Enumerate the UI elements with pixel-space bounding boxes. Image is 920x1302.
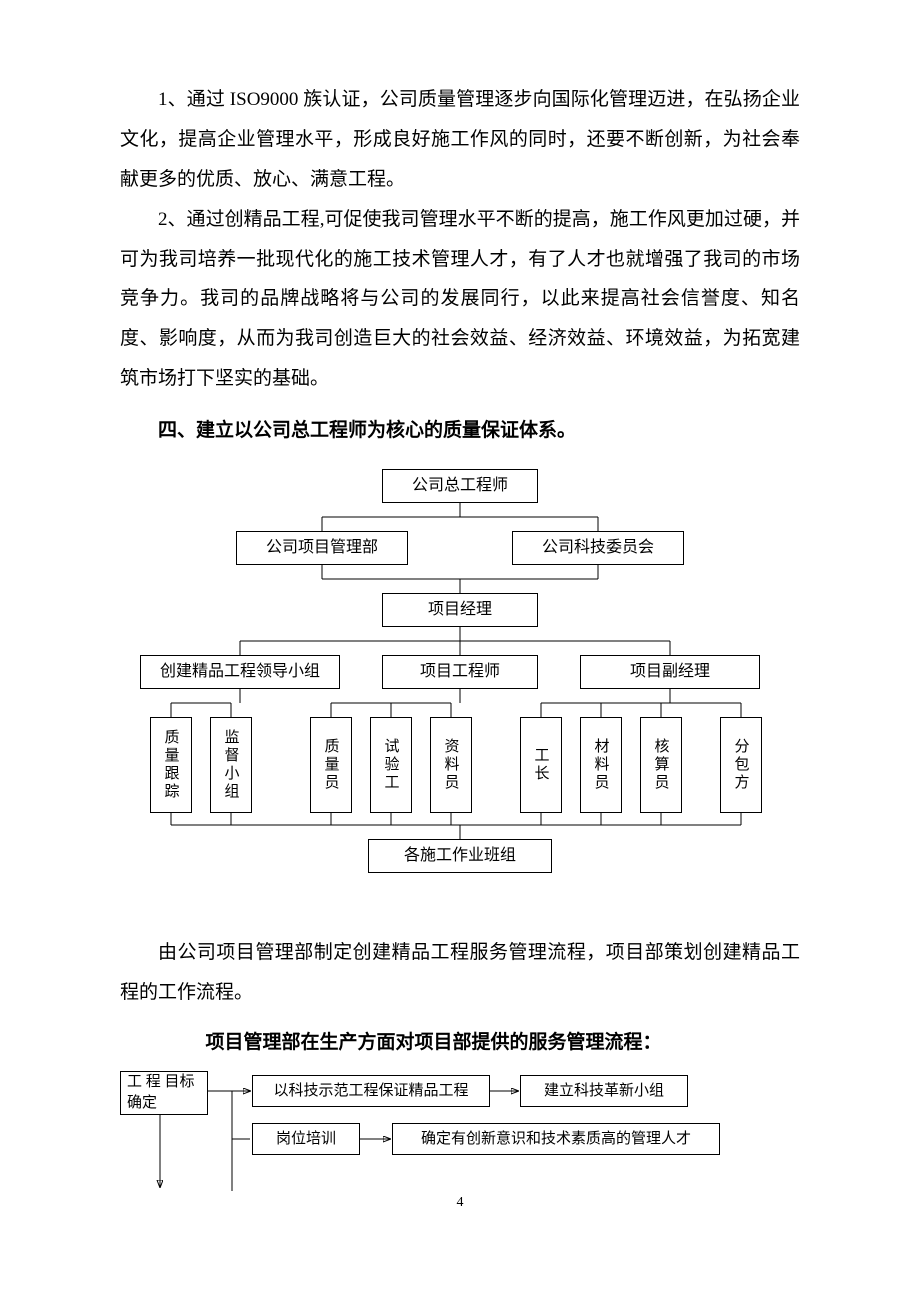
flow-node-goal: 工 程 目标确定	[120, 1071, 208, 1115]
org-leaf-subcontractor: 分包方	[720, 717, 762, 813]
subheading-flow: 项目管理部在生产方面对项目部提供的服务管理流程：	[120, 1023, 800, 1063]
flowchart: 工 程 目标确定 以科技示范工程保证精品工程 建立科技革新小组 岗位培训 确定有…	[120, 1071, 800, 1191]
document-page: 1、通过 ISO9000 族认证，公司质量管理逐步向国际化管理迈进，在弘扬企业文…	[0, 0, 920, 1251]
org-node-l2b: 公司科技委员会	[512, 531, 684, 565]
flow-node-innovation: 建立科技革新小组	[520, 1075, 688, 1107]
org-node-l4a: 创建精品工程领导小组	[140, 655, 340, 689]
org-leaf-quality-inspector: 质量员	[310, 717, 352, 813]
org-leaf-supervision-group: 监督小组	[210, 717, 252, 813]
org-node-l4b: 项目工程师	[382, 655, 538, 689]
org-node-l2a: 公司项目管理部	[236, 531, 408, 565]
org-node-bottom: 各施工作业班组	[368, 839, 552, 873]
org-leaf-accountant: 核算员	[640, 717, 682, 813]
page-number: 4	[120, 1195, 800, 1211]
flow-node-demo: 以科技示范工程保证精品工程	[252, 1075, 490, 1107]
paragraph-1: 1、通过 ISO9000 族认证，公司质量管理逐步向国际化管理迈进，在弘扬企业文…	[120, 80, 800, 200]
org-leaf-tester: 试验工	[370, 717, 412, 813]
org-leaf-material-clerk: 材料员	[580, 717, 622, 813]
org-node-l4c: 项目副经理	[580, 655, 760, 689]
flow-node-talent: 确定有创新意识和技术素质高的管理人才	[392, 1123, 720, 1155]
paragraph-2: 2、通过创精品工程,可促使我司管理水平不断的提高，施工作风更加过硬，并可为我司培…	[120, 200, 800, 399]
org-leaf-document-clerk: 资料员	[430, 717, 472, 813]
org-leaf-quality-tracking: 质量跟踪	[150, 717, 192, 813]
paragraph-3: 由公司项目管理部制定创建精品工程服务管理流程，项目部策划创建精品工程的工作流程。	[120, 933, 800, 1013]
org-chart: 公司总工程师 公司项目管理部 公司科技委员会 项目经理 创建精品工程领导小组 项…	[120, 469, 800, 909]
org-node-top: 公司总工程师	[382, 469, 538, 503]
section-heading-4: 四、建立以公司总工程师为核心的质量保证体系。	[120, 411, 800, 451]
org-node-l3: 项目经理	[382, 593, 538, 627]
org-leaf-foreman: 工长	[520, 717, 562, 813]
flow-node-training: 岗位培训	[252, 1123, 360, 1155]
